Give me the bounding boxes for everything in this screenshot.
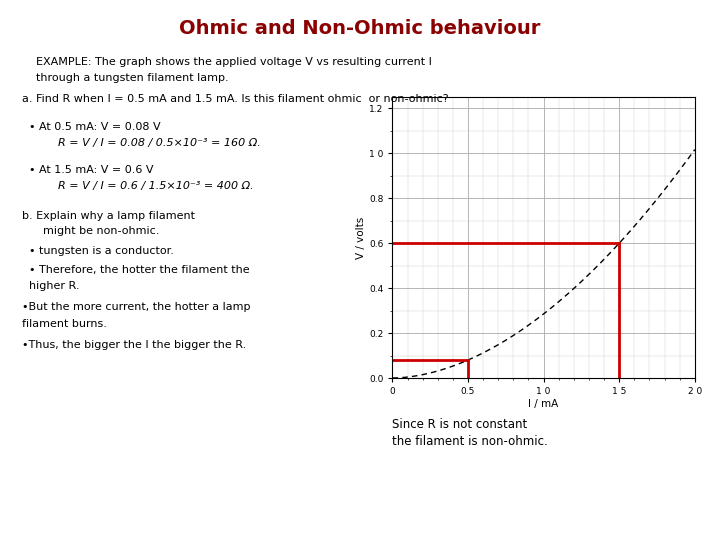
- X-axis label: I / mA: I / mA: [528, 399, 559, 409]
- Text: •But the more current, the hotter a lamp: •But the more current, the hotter a lamp: [22, 302, 250, 313]
- Text: Ohmic and Non-Ohmic behaviour: Ohmic and Non-Ohmic behaviour: [179, 19, 541, 38]
- Text: a. Find R when I = 0.5 mA and 1.5 mA. Is this filament ohmic  or non-ohmic?: a. Find R when I = 0.5 mA and 1.5 mA. Is…: [22, 94, 449, 105]
- Text: the filament is non-ohmic.: the filament is non-ohmic.: [392, 435, 548, 448]
- Text: R = V / I = 0.08 / 0.5×10⁻³ = 160 Ω.: R = V / I = 0.08 / 0.5×10⁻³ = 160 Ω.: [58, 138, 261, 148]
- Text: might be non-ohmic.: might be non-ohmic.: [43, 226, 160, 236]
- Text: • At 0.5 mA: V = 0.08 V: • At 0.5 mA: V = 0.08 V: [29, 122, 161, 132]
- Text: • Therefore, the hotter the filament the: • Therefore, the hotter the filament the: [29, 265, 249, 275]
- Text: higher R.: higher R.: [29, 281, 79, 291]
- Text: through a tungsten filament lamp.: through a tungsten filament lamp.: [36, 73, 229, 83]
- Text: •Thus, the bigger the I the bigger the R.: •Thus, the bigger the I the bigger the R…: [22, 340, 246, 350]
- Text: R = V / I = 0.6 / 1.5×10⁻³ = 400 Ω.: R = V / I = 0.6 / 1.5×10⁻³ = 400 Ω.: [58, 181, 253, 191]
- Text: b. Explain why a lamp filament: b. Explain why a lamp filament: [22, 211, 194, 221]
- Text: • At 1.5 mA: V = 0.6 V: • At 1.5 mA: V = 0.6 V: [29, 165, 153, 175]
- Text: EXAMPLE: The graph shows the applied voltage V vs resulting current I: EXAMPLE: The graph shows the applied vol…: [36, 57, 432, 67]
- Text: • tungsten is a conductor.: • tungsten is a conductor.: [29, 246, 174, 256]
- Y-axis label: V / volts: V / volts: [356, 217, 366, 259]
- Text: Since R is not constant: Since R is not constant: [392, 418, 528, 431]
- Text: filament burns.: filament burns.: [22, 319, 107, 329]
